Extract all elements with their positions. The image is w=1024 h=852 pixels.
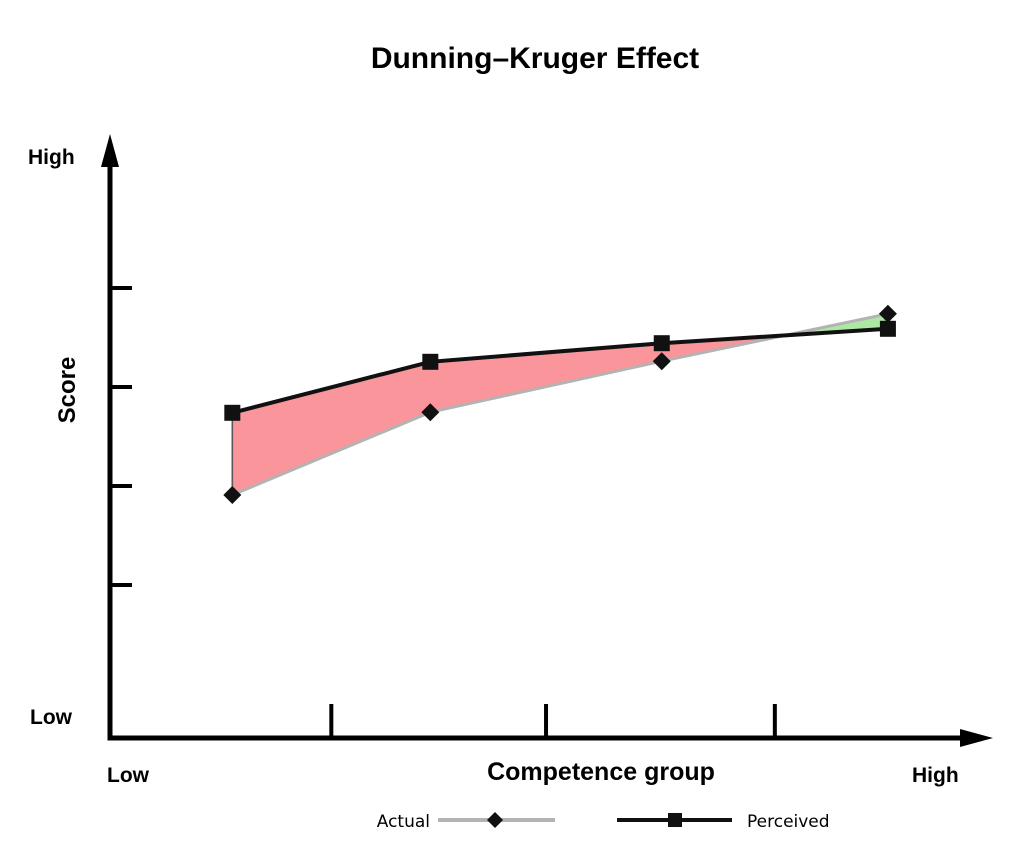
legend: Actual Perceived <box>0 804 1024 836</box>
perceived-point-marker <box>879 320 896 337</box>
legend-label-actual: Actual <box>376 812 430 832</box>
x-axis-low-label: Low <box>107 764 149 787</box>
y-axis-low-label: Low <box>30 706 72 729</box>
plot-area <box>101 134 993 747</box>
legend-perceived-line-sample <box>617 813 732 827</box>
x-axis-arrowhead <box>960 729 993 747</box>
actual-point-marker <box>652 352 671 371</box>
legend-actual-diamond-marker <box>487 812 503 828</box>
perceived-point-marker <box>653 335 670 352</box>
actual-point-marker <box>878 304 897 323</box>
perceived-point-marker <box>224 404 241 421</box>
y-axis-arrowhead <box>101 134 119 167</box>
actual-point-marker <box>223 486 242 504</box>
legend-label-perceived: Perceived <box>747 812 830 832</box>
perceived-point-marker <box>422 353 439 370</box>
y-axis-high-label: High <box>28 146 75 169</box>
legend-actual-line-sample <box>438 812 555 828</box>
actual-point-marker <box>421 403 440 422</box>
chart-title: Dunning–Kruger Effect <box>370 42 700 75</box>
legend-perceived-square-marker <box>668 813 682 827</box>
x-axis-title: Competence group <box>487 758 715 786</box>
x-axis-high-label: High <box>912 764 959 787</box>
fill-perceived-above-region <box>231 334 786 496</box>
perceived-line <box>231 326 889 415</box>
